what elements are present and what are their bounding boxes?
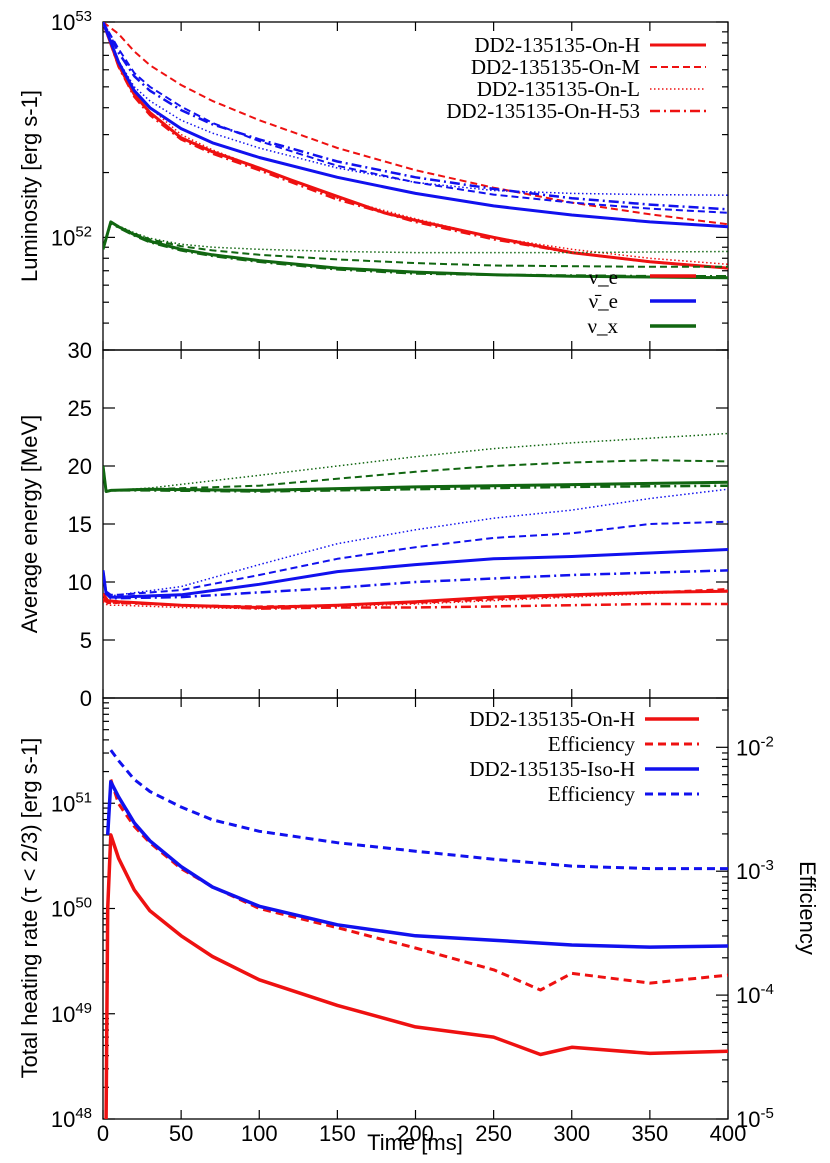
y-tick-label-heat-50: 1050 — [51, 895, 92, 922]
x-tick-label-250: 250 — [475, 1121, 512, 1146]
y-axis-title-heating: Total heating rate (τ < 2/3) [erg s-1] — [17, 738, 42, 1079]
x-tick-label-50: 50 — [169, 1121, 193, 1146]
legend-models: DD2-135135-On-H DD2-135135-On-M DD2-1351… — [446, 33, 706, 123]
y2-axis-title-efficiency: Efficiency — [795, 861, 820, 955]
y-axis-title-energy: Average energy [MeV] — [17, 415, 42, 634]
series-line-0-6 — [103, 22, 728, 196]
series-line-0-9 — [103, 220, 728, 268]
x-tick-label-150: 150 — [319, 1121, 356, 1146]
legend-label-nuebar: ν̄_e — [589, 289, 618, 313]
legend-label-on-h: DD2-135135-On-H — [474, 33, 640, 57]
legend-label-heating-iso-h: DD2-135135-Iso-H — [469, 757, 635, 781]
x-tick-label-200: 200 — [397, 1121, 434, 1146]
legend-species: ν_e ν̄_e ν_x — [588, 265, 696, 338]
series-line-1-2 — [103, 589, 728, 610]
series-line-1-6 — [103, 488, 728, 597]
series-line-2-1 — [109, 779, 728, 992]
series-line-1-1 — [103, 588, 728, 608]
x-tick-label-400: 400 — [710, 1121, 747, 1146]
x-tick-label-100: 100 — [241, 1121, 278, 1146]
y-tick-label-heat-48: 1048 — [51, 1105, 92, 1132]
legend-label-efficiency-iso-h: Efficiency — [548, 782, 636, 806]
legend-label-on-m: DD2-135135-On-M — [471, 55, 640, 79]
y-tick-label-energy-25: 25 — [68, 396, 92, 421]
panel-energy-frame — [102, 349, 729, 699]
y-tick-label-energy-20: 20 — [68, 454, 92, 479]
y-tick-label-energy-5: 5 — [80, 628, 92, 653]
y-tick-label-lum-53: 1053 — [51, 8, 92, 35]
y-tick-label-heat-49: 1049 — [51, 1000, 92, 1027]
y-tick-label-energy-15: 15 — [68, 512, 92, 537]
legend-label-heating-on-h: DD2-135135-On-H — [469, 707, 635, 731]
y-tick-label-lum-52: 1052 — [51, 223, 92, 250]
series-line-0-11 — [103, 221, 728, 278]
y-tick-label-energy-10: 10 — [68, 570, 92, 595]
series-line-0-8 — [103, 220, 728, 280]
series-line-0-5 — [103, 22, 728, 214]
legend-heating: DD2-135135-On-H Efficiency DD2-135135-Is… — [469, 707, 699, 806]
series-line-0-3 — [103, 22, 728, 270]
y-tick-label-energy-0: 0 — [80, 686, 92, 711]
legend-label-on-h-53: DD2-135135-On-H-53 — [446, 99, 640, 123]
y2-tick-label--2: 10-2 — [736, 733, 774, 760]
x-tick-label-0: 0 — [97, 1121, 109, 1146]
legend-label-nue: ν_e — [589, 265, 618, 289]
y-tick-label-lum-30: 30 — [68, 338, 92, 363]
luminosity-lines — [103, 22, 728, 280]
series-line-1-7 — [103, 569, 728, 600]
series-line-2-2 — [105, 780, 728, 949]
series-line-1-11 — [103, 465, 728, 493]
labels-layer: 0 50 100 150 200 250 300 350 4001052105330051015… — [51, 8, 774, 1146]
x-tick-label-350: 350 — [632, 1121, 669, 1146]
y2-tick-label--5: 10-5 — [736, 1105, 774, 1132]
series-line-0-7 — [103, 22, 728, 211]
heating-lines — [104, 749, 728, 1119]
series-line-2-3 — [109, 749, 728, 871]
ticks-layer — [102, 21, 729, 1120]
legend-label-efficiency-on-h: Efficiency — [548, 732, 636, 756]
y-tick-label-heat-51: 1051 — [51, 789, 92, 816]
series-line-1-5 — [103, 520, 728, 596]
x-axis-title: Time [ms] — [367, 1130, 463, 1155]
y2-tick-label--4: 10-4 — [736, 981, 774, 1008]
y2-tick-label--3: 10-3 — [736, 857, 774, 884]
energy-lines — [103, 432, 728, 610]
series-line-0-10 — [103, 221, 728, 254]
legend-label-on-l: DD2-135135-On-L — [477, 77, 640, 101]
x-tick-label-300: 300 — [553, 1121, 590, 1146]
series-line-0-2 — [103, 22, 728, 266]
series-line-0-4 — [103, 22, 728, 229]
series-line-2-0 — [104, 833, 728, 1119]
legend-label-nux: ν_x — [588, 314, 619, 338]
y-axis-title-luminosity: Luminosity [erg s-1] — [17, 90, 42, 282]
